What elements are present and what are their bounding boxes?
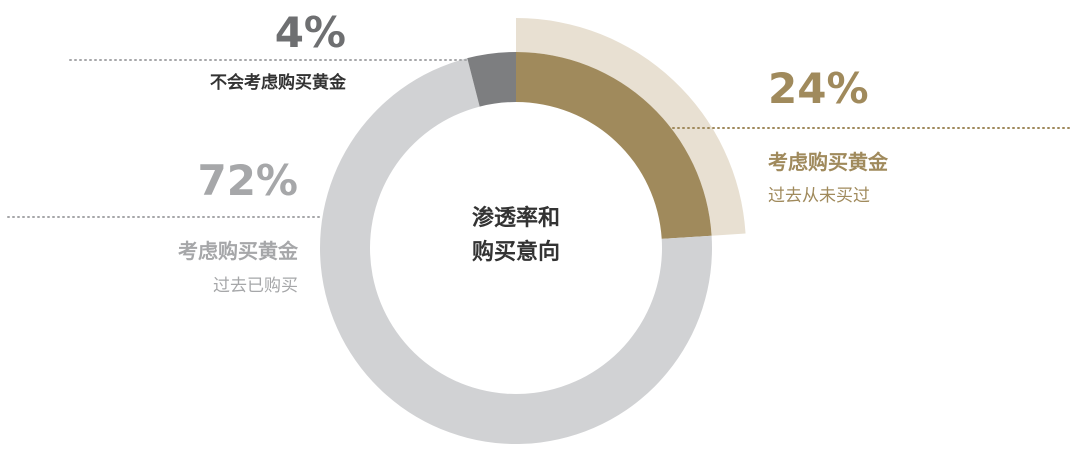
slice-value-4: 4% — [275, 8, 346, 57]
slice-value-24: 24% — [768, 64, 869, 113]
leader-lines — [7, 59, 1073, 218]
slice-label-72: 考虑购买黄金 — [178, 239, 299, 263]
slice-4 — [467, 52, 516, 107]
slice-sublabel-72: 过去已购买 — [213, 276, 298, 296]
slice-24 — [516, 52, 712, 239]
slice-sublabel-24: 过去从未买过 — [768, 186, 870, 206]
center-label-line1: 渗透率和 — [472, 205, 560, 231]
center-label-line2: 购买意向 — [472, 239, 560, 265]
slice-label-24: 考虑购买黄金 — [768, 150, 889, 174]
donut-rings — [319, 18, 746, 444]
slice-value-72: 72% — [197, 156, 298, 205]
slice-highlight-24 — [516, 18, 746, 236]
slice-label-4: 不会考虑购买黄金 — [210, 72, 347, 93]
